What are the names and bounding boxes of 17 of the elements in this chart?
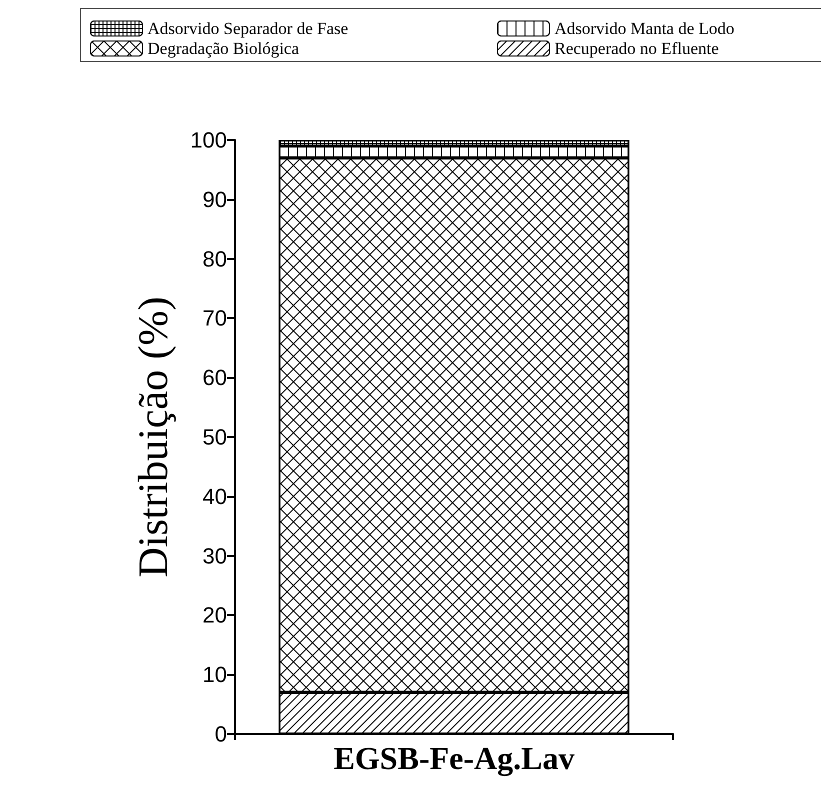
- y-tick-label: 100: [190, 128, 227, 152]
- y-tick-label: 30: [202, 543, 227, 568]
- legend-label: Recuperado no Efluente: [554, 39, 719, 58]
- y-tick-label: 0: [214, 722, 227, 746]
- legend-label: Adsorvido Manta de Lodo: [554, 19, 734, 38]
- y-tick-label: 80: [202, 246, 227, 272]
- x-tick-label: EGSB-Fe-Ag.Lav: [334, 740, 574, 777]
- legend-label: Degradação Biológica: [148, 39, 300, 58]
- y-tick-label: 50: [202, 424, 227, 450]
- y-tick-label: 40: [202, 484, 227, 509]
- legend-label: Adsorvido Separador de Fase: [148, 19, 348, 38]
- y-tick-label: 20: [202, 602, 227, 628]
- y-axis-title: Distribuição (%): [131, 296, 177, 578]
- y-tick-label: 70: [202, 306, 227, 331]
- y-tick-label: 10: [202, 662, 227, 688]
- y-tick-label: 60: [202, 365, 227, 390]
- y-tick-label: 90: [202, 186, 227, 212]
